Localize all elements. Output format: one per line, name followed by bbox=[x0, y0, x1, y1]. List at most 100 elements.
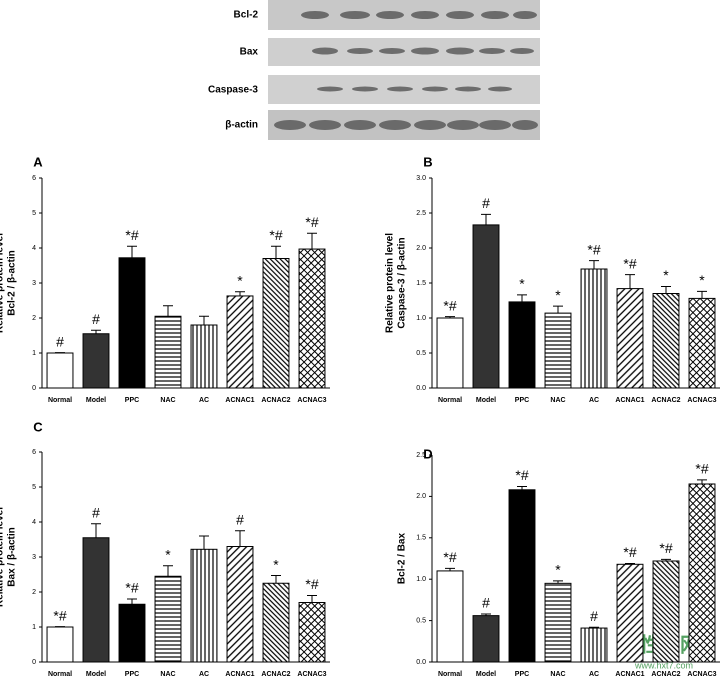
annotation: *# bbox=[623, 255, 636, 271]
annotation: * bbox=[699, 272, 705, 288]
error-bar bbox=[91, 330, 101, 334]
x-tick-label: NAC bbox=[550, 397, 565, 404]
annotation: *# bbox=[695, 461, 708, 477]
error-bar bbox=[199, 536, 209, 549]
bar bbox=[689, 484, 715, 662]
y-tick-label: 0 bbox=[32, 659, 36, 666]
annotation: *# bbox=[623, 544, 636, 560]
x-tick-label: PPC bbox=[515, 671, 529, 676]
y-axis-label: Relative protein level bbox=[0, 507, 6, 607]
y-tick-label: 2 bbox=[32, 315, 36, 322]
x-tick-label: PPC bbox=[515, 397, 529, 404]
x-tick-label: ACNAC2 bbox=[651, 671, 680, 676]
y-tick-label: 1.5 bbox=[416, 280, 426, 287]
annotation: * bbox=[519, 276, 525, 292]
bar bbox=[617, 564, 643, 662]
x-tick-label: PPC bbox=[125, 671, 139, 676]
bar bbox=[617, 289, 643, 388]
error-bar bbox=[199, 316, 209, 325]
error-bar bbox=[661, 287, 671, 294]
y-tick-label: 2.0 bbox=[416, 245, 426, 252]
blot-label: Bcl-2 bbox=[234, 10, 259, 21]
error-bar bbox=[517, 295, 527, 302]
y-tick-label: 5 bbox=[32, 210, 36, 217]
bar bbox=[155, 576, 181, 662]
x-tick-label: Model bbox=[476, 671, 496, 676]
y-tick-label: 6 bbox=[32, 175, 36, 182]
y-axis-label: Bcl-2 / Bax bbox=[397, 532, 408, 584]
annotation: * bbox=[555, 287, 561, 303]
bar bbox=[509, 302, 535, 388]
error-bar bbox=[91, 524, 101, 538]
annotation: # bbox=[482, 195, 490, 211]
error-bar bbox=[697, 480, 707, 484]
error-bar bbox=[271, 246, 281, 258]
annotation: * bbox=[273, 556, 279, 572]
bar bbox=[509, 490, 535, 662]
y-tick-label: 2.0 bbox=[416, 493, 426, 500]
x-tick-label: ACNAC2 bbox=[651, 397, 680, 404]
annotation: # bbox=[92, 504, 100, 520]
error-bar bbox=[307, 233, 317, 249]
error-bar bbox=[235, 531, 245, 547]
annotation: # bbox=[590, 608, 598, 624]
y-tick-label: 1 bbox=[32, 350, 36, 357]
x-tick-label: NAC bbox=[550, 671, 565, 676]
x-tick-label: ACNAC3 bbox=[297, 671, 326, 676]
bar bbox=[473, 616, 499, 662]
y-tick-label: 4 bbox=[32, 245, 36, 252]
error-bar bbox=[589, 261, 599, 269]
y-axis-label: Relative protein level bbox=[385, 233, 396, 333]
error-bar bbox=[625, 275, 635, 289]
x-tick-label: ACNAC3 bbox=[297, 397, 326, 404]
annotation: * bbox=[237, 272, 243, 288]
annotation: * bbox=[555, 562, 561, 578]
annotation: # bbox=[482, 595, 490, 611]
x-tick-label: AC bbox=[589, 671, 599, 676]
bar bbox=[299, 249, 325, 388]
bar bbox=[83, 334, 109, 388]
y-tick-label: 3 bbox=[32, 554, 36, 561]
error-bar bbox=[307, 596, 317, 603]
x-tick-label: AC bbox=[199, 671, 209, 676]
error-bar bbox=[481, 214, 491, 225]
bar bbox=[119, 258, 145, 388]
y-tick-label: 5 bbox=[32, 484, 36, 491]
y-axis-label: Bax / β-actin bbox=[7, 527, 18, 586]
bar bbox=[47, 627, 73, 662]
annotation: * bbox=[663, 267, 669, 283]
bar bbox=[155, 316, 181, 388]
bar bbox=[299, 603, 325, 663]
annotation: *# bbox=[125, 227, 138, 243]
y-tick-label: 2.5 bbox=[416, 210, 426, 217]
y-tick-label: 6 bbox=[32, 449, 36, 456]
y-tick-label: 1.0 bbox=[416, 576, 426, 583]
y-tick-label: 4 bbox=[32, 519, 36, 526]
x-tick-label: Normal bbox=[438, 671, 462, 676]
blot: Bcl-2 Bax Caspase-3 β-actin bbox=[208, 0, 540, 140]
error-bar bbox=[163, 566, 173, 577]
x-tick-label: Model bbox=[86, 671, 106, 676]
bar bbox=[263, 259, 289, 389]
x-tick-label: Model bbox=[86, 397, 106, 404]
blot-label: Caspase-3 bbox=[208, 85, 258, 96]
x-tick-label: ACNAC2 bbox=[261, 671, 290, 676]
y-axis-label: Caspase-3 / β-actin bbox=[397, 237, 408, 328]
blot-label: Bax bbox=[240, 47, 259, 58]
x-tick-label: ACNAC1 bbox=[615, 397, 644, 404]
x-tick-label: ACNAC1 bbox=[615, 671, 644, 676]
bar bbox=[653, 561, 679, 662]
y-tick-label: 0.5 bbox=[416, 350, 426, 357]
annotation: * bbox=[165, 546, 171, 562]
bar bbox=[581, 269, 607, 388]
annotation: # bbox=[56, 333, 64, 349]
x-tick-label: NAC bbox=[160, 671, 175, 676]
annotation: *# bbox=[305, 214, 318, 230]
panel-label: A bbox=[33, 154, 43, 169]
error-bar bbox=[697, 291, 707, 298]
y-tick-label: 2 bbox=[32, 589, 36, 596]
x-tick-label: Normal bbox=[48, 397, 72, 404]
bar bbox=[263, 583, 289, 662]
x-tick-label: Normal bbox=[438, 397, 462, 404]
blot-label: β-actin bbox=[225, 120, 258, 131]
